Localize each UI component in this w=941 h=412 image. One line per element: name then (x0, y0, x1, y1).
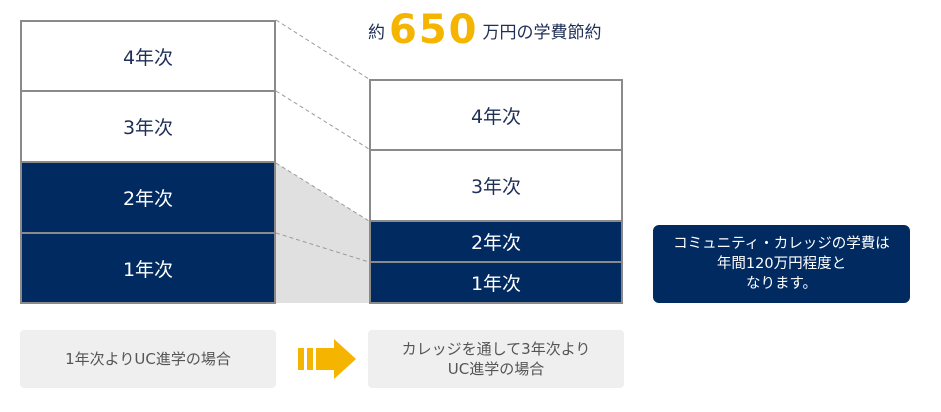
caption-left: 1年次よりUC進学の場合 (20, 330, 276, 388)
savings-shade (276, 163, 369, 303)
left-block-year3: 3年次 (20, 90, 276, 163)
right-block-year4-label: 4年次 (470, 105, 522, 128)
savings-title: 約 650 万円の学費節約 (368, 7, 602, 53)
left-block-year2-label: 2年次 (122, 188, 174, 210)
left-block-year1: 1年次 (20, 232, 276, 304)
left-block-year1-label: 1年次 (122, 258, 174, 281)
connector-line-2-3 (275, 162, 370, 222)
left-block-year2: 2年次 (20, 161, 276, 234)
tuition-note: コミュニティ・カレッジの学費は 年間120万円程度と なります。 (653, 225, 910, 303)
arrow-right-icon (298, 339, 356, 379)
title-amount: 650 (389, 7, 479, 53)
caption-right-text: カレッジを通して3年次より UC進学の場合 (401, 339, 591, 378)
left-block-year4: 4年次 (20, 20, 276, 92)
connector-line-top (275, 19, 370, 80)
right-block-year2-label: 2年次 (470, 232, 522, 254)
right-block-year3: 3年次 (369, 149, 623, 222)
right-block-year2: 2年次 (369, 220, 623, 263)
title-suffix: 万円の学費節約 (482, 22, 602, 43)
caption-left-text: 1年次よりUC進学の場合 (65, 349, 231, 368)
title-prefix: 約 (368, 22, 385, 43)
connector-line-1-2 (275, 232, 370, 263)
right-block-year1-label: 1年次 (470, 273, 522, 295)
left-block-year3-label: 3年次 (122, 117, 174, 139)
connector-line-3-4 (275, 90, 370, 150)
right-block-year3-label: 3年次 (470, 176, 522, 198)
right-block-year4: 4年次 (369, 79, 623, 151)
right-block-year1: 1年次 (369, 261, 623, 304)
caption-right: カレッジを通して3年次より UC進学の場合 (368, 330, 624, 388)
left-block-year4-label: 4年次 (122, 46, 174, 69)
